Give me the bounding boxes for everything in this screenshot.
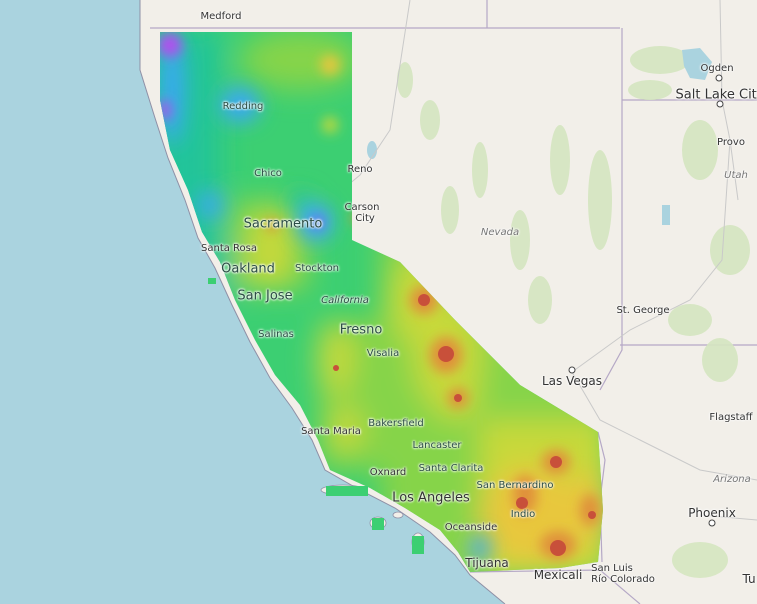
label-san-bernardino[interactable]: San Bernardino <box>476 480 554 491</box>
label-flagstaff[interactable]: Flagstaff <box>709 412 753 423</box>
label-mexicali[interactable]: Mexicali <box>533 568 583 582</box>
state-borders <box>150 0 757 604</box>
las-vegas-dot <box>568 366 576 374</box>
label-indio[interactable]: Indio <box>510 509 536 520</box>
label-redding[interactable]: Redding <box>222 101 264 112</box>
label-oakland[interactable]: Oakland <box>221 261 275 277</box>
label-carson-city[interactable]: City <box>355 213 375 224</box>
label-oceanside[interactable]: Oceanside <box>444 522 498 533</box>
label-sacramento[interactable]: Sacramento <box>243 216 323 232</box>
label-santa-rosa[interactable]: Santa Rosa <box>201 243 257 254</box>
label-chico[interactable]: Chico <box>254 168 282 179</box>
label-carson[interactable]: Carson <box>344 202 380 213</box>
coastline <box>139 0 506 604</box>
label-santa-maria[interactable]: Santa Maria <box>301 426 361 437</box>
label-arizona: Arizona <box>713 474 751 485</box>
label-rio-colorado[interactable]: Río Colorado <box>591 574 655 585</box>
label-nevada: Nevada <box>480 227 520 238</box>
label-tijuana[interactable]: Tijuana <box>465 556 509 570</box>
lakes <box>367 48 712 225</box>
label-reno[interactable]: Reno <box>347 164 373 175</box>
label-lancaster[interactable]: Lancaster <box>412 440 462 451</box>
label-santa-clarita[interactable]: Santa Clarita <box>418 463 484 474</box>
label-ogden[interactable]: Ogden <box>700 63 734 74</box>
label-salt-lake-city[interactable]: Salt Lake City <box>675 87 757 103</box>
hotspots <box>333 215 596 556</box>
label-bakersfield[interactable]: Bakersfield <box>368 418 424 429</box>
salt-lake-city-dot <box>716 100 724 108</box>
label-provo[interactable]: Provo <box>717 137 745 148</box>
label-las-vegas[interactable]: Las Vegas <box>542 374 602 388</box>
label-tucson-partial[interactable]: Tu <box>742 572 756 586</box>
label-los-angeles[interactable]: Los Angeles <box>392 490 470 506</box>
ogden-dot <box>715 74 723 82</box>
label-san-luis[interactable]: San Luis <box>591 563 633 574</box>
label-san-jose[interactable]: San Jose <box>237 288 293 304</box>
label-california: California <box>321 295 369 306</box>
label-visalia[interactable]: Visalia <box>366 348 400 359</box>
label-phoenix[interactable]: Phoenix <box>688 506 736 520</box>
label-utah: Utah <box>724 170 748 181</box>
phoenix-dot <box>708 519 716 527</box>
label-st-george[interactable]: St. George <box>616 305 670 316</box>
label-salinas[interactable]: Salinas <box>258 329 294 340</box>
offshore-cells <box>208 278 424 554</box>
label-medford[interactable]: Medford <box>200 11 242 22</box>
label-oxnard[interactable]: Oxnard <box>369 467 407 478</box>
label-fresno[interactable]: Fresno <box>339 322 383 338</box>
label-stockton[interactable]: Stockton <box>294 263 340 274</box>
